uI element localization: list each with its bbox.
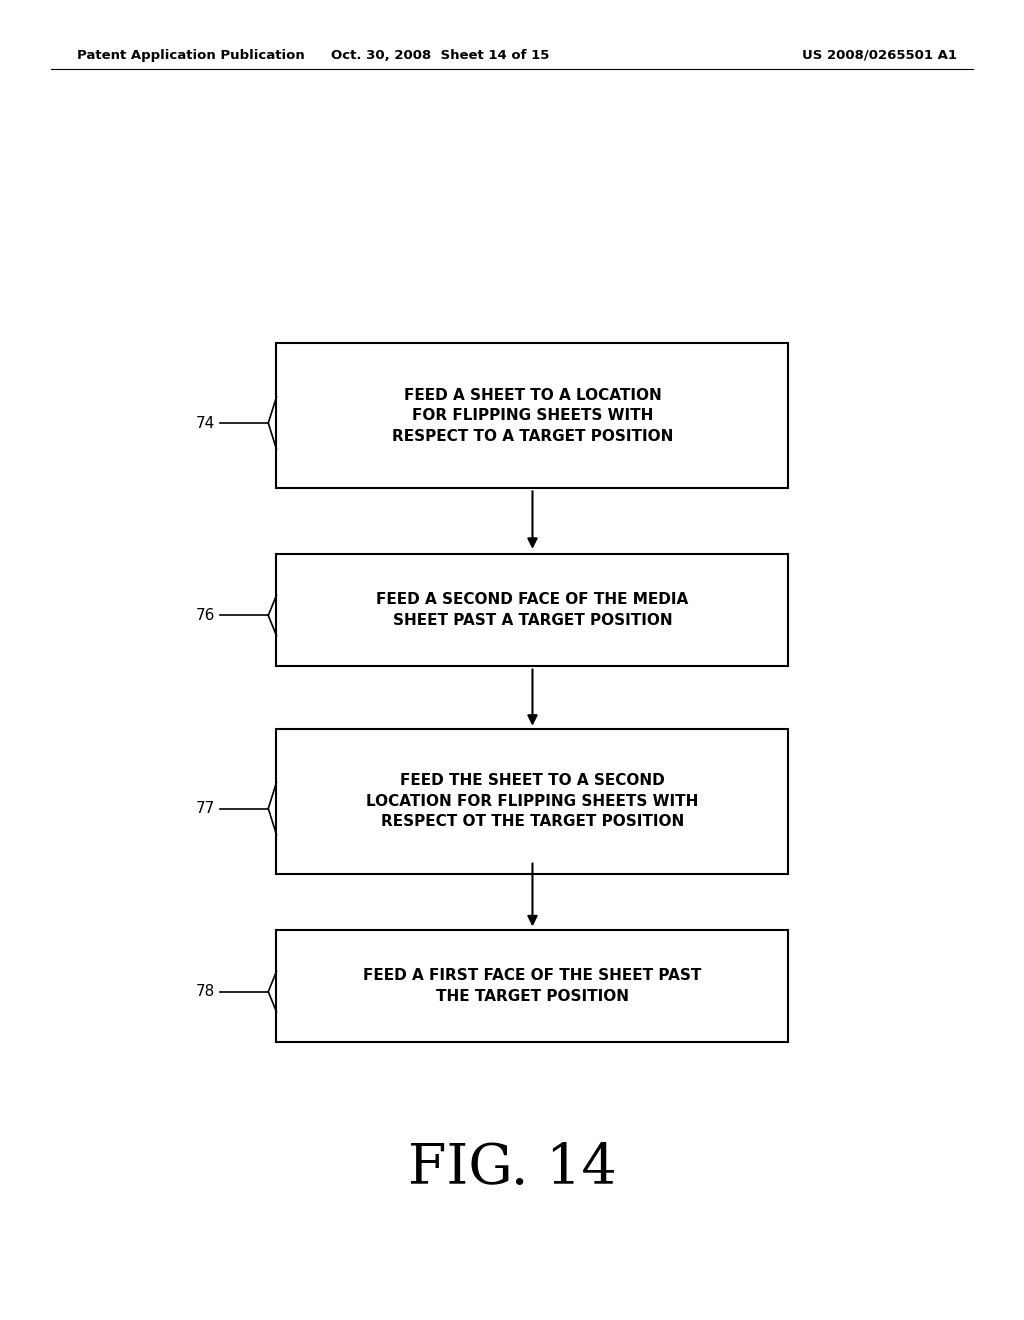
Text: FEED THE SHEET TO A SECOND
LOCATION FOR FLIPPING SHEETS WITH
RESPECT OT THE TARG: FEED THE SHEET TO A SECOND LOCATION FOR … [367,774,698,829]
Bar [276,929,788,1043]
Text: FEED A FIRST FACE OF THE SHEET PAST
THE TARGET POSITION: FEED A FIRST FACE OF THE SHEET PAST THE … [364,969,701,1003]
Text: 78: 78 [196,985,215,999]
Text: FEED A SECOND FACE OF THE MEDIA
SHEET PAST A TARGET POSITION: FEED A SECOND FACE OF THE MEDIA SHEET PA… [377,593,688,627]
Text: 77: 77 [196,801,215,816]
Bar [276,343,788,488]
Text: US 2008/0265501 A1: US 2008/0265501 A1 [803,49,957,62]
Bar [276,554,788,665]
Bar [276,729,788,874]
Text: FEED A SHEET TO A LOCATION
FOR FLIPPING SHEETS WITH
RESPECT TO A TARGET POSITION: FEED A SHEET TO A LOCATION FOR FLIPPING … [392,388,673,444]
Text: 76: 76 [196,609,215,623]
Text: Patent Application Publication: Patent Application Publication [77,49,304,62]
Text: FIG. 14: FIG. 14 [408,1140,616,1196]
Text: Oct. 30, 2008  Sheet 14 of 15: Oct. 30, 2008 Sheet 14 of 15 [331,49,550,62]
Text: 74: 74 [196,416,215,430]
